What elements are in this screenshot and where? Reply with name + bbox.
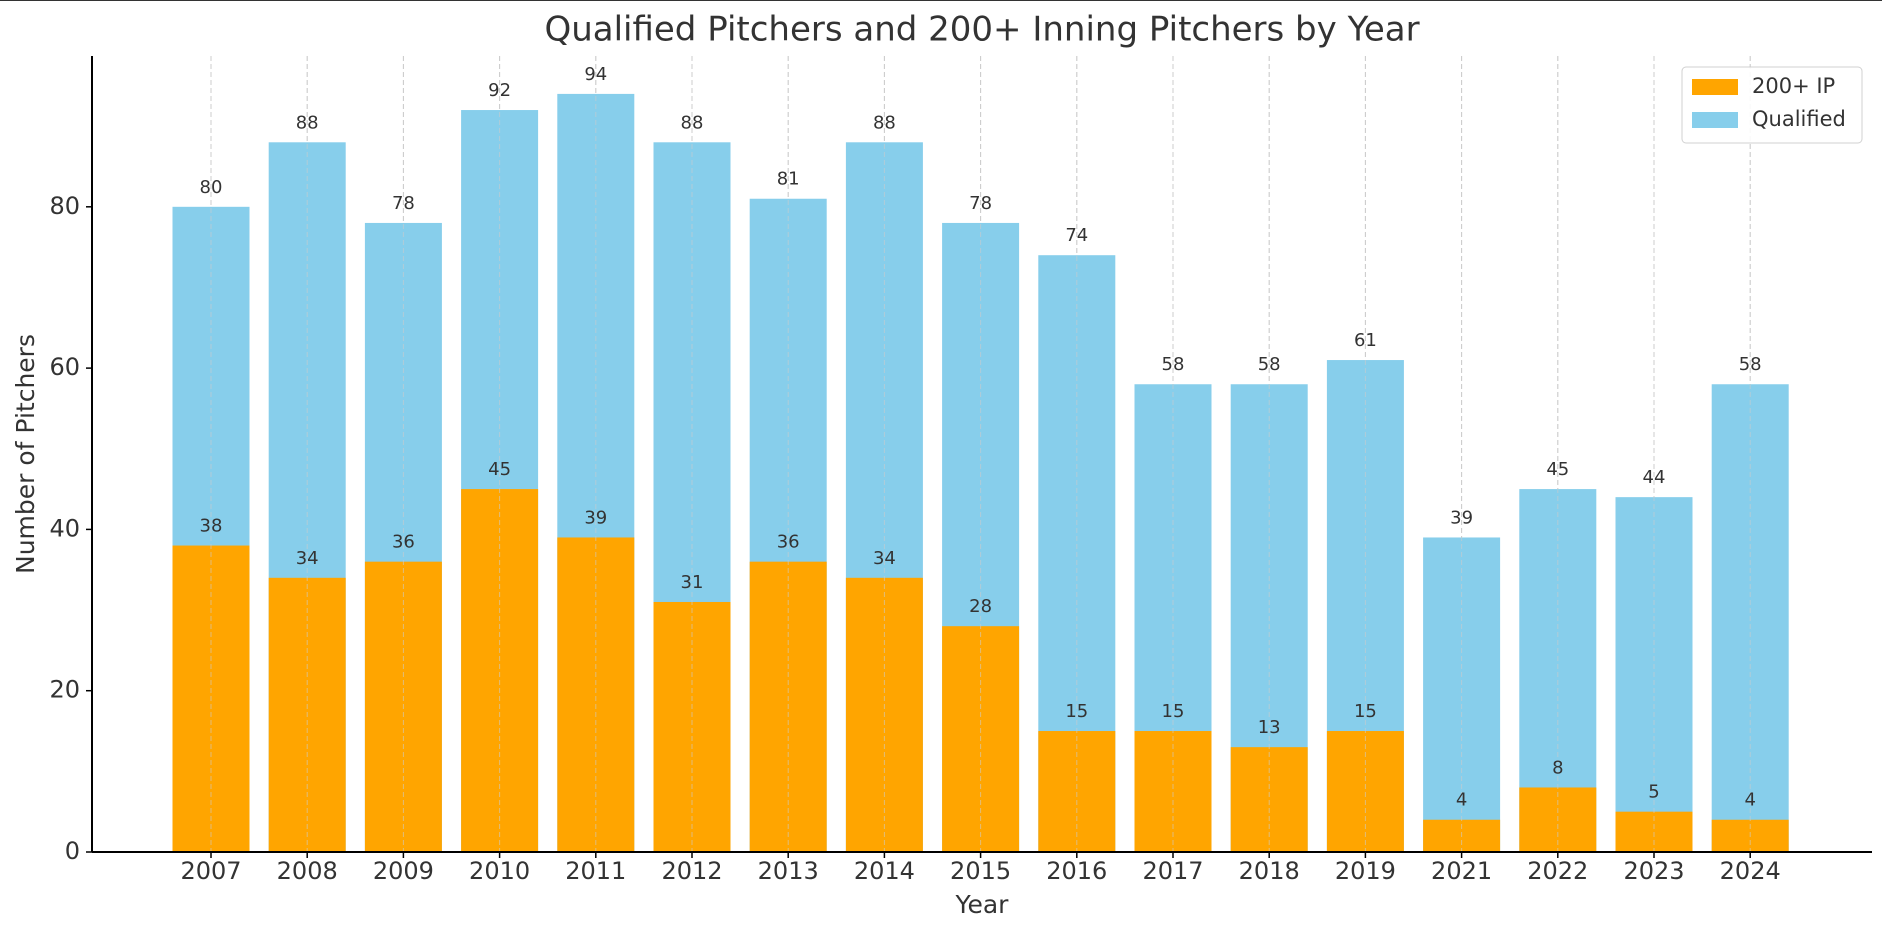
data-label: 88: [296, 112, 319, 133]
y-tick-label: 80: [49, 192, 80, 220]
data-label: 39: [584, 507, 607, 528]
y-tick-label: 40: [49, 514, 80, 542]
data-label: 4: [1744, 790, 1755, 811]
x-tick-label: 2024: [1720, 857, 1781, 885]
data-label: 36: [777, 532, 800, 553]
data-label: 78: [392, 193, 415, 214]
x-tick-label: 2022: [1527, 857, 1588, 885]
data-label: 94: [584, 64, 607, 85]
data-label: 15: [1354, 701, 1377, 722]
data-label: 15: [1065, 701, 1088, 722]
legend-swatch: [1692, 79, 1738, 95]
data-label: 38: [200, 516, 223, 537]
data-label: 36: [392, 532, 415, 553]
data-label: 45: [1546, 459, 1569, 480]
data-label: 39: [1450, 507, 1473, 528]
data-label: 31: [681, 572, 704, 593]
x-tick-label: 2008: [277, 857, 338, 885]
data-label: 92: [488, 80, 511, 101]
data-label: 58: [1258, 354, 1281, 375]
data-label: 78: [969, 193, 992, 214]
y-axis-label: Number of Pitchers: [11, 334, 40, 574]
data-label: 58: [1739, 354, 1762, 375]
bar: [1423, 537, 1501, 852]
data-label: 74: [1065, 225, 1088, 246]
data-label: 28: [969, 596, 992, 617]
x-axis-label: Year: [955, 890, 1010, 919]
bar: [1134, 731, 1212, 852]
x-tick-label: 2012: [661, 857, 722, 885]
data-label: 44: [1643, 467, 1666, 488]
data-label: 61: [1354, 330, 1377, 351]
bar: [1326, 731, 1404, 852]
bar: [557, 537, 635, 852]
data-label: 88: [681, 112, 704, 133]
chart-title: Qualified Pitchers and 200+ Inning Pitch…: [544, 10, 1419, 50]
data-label: 88: [873, 112, 896, 133]
legend-label: 200+ IP: [1752, 74, 1835, 98]
bar: [461, 489, 539, 852]
data-label: 13: [1258, 717, 1281, 738]
x-tick-label: 2011: [565, 857, 626, 885]
x-tick-label: 2023: [1623, 857, 1684, 885]
x-tick-label: 2016: [1046, 857, 1107, 885]
y-tick-label: 0: [65, 837, 80, 865]
y-tick-label: 20: [49, 676, 80, 704]
x-tick-label: 2018: [1239, 857, 1300, 885]
legend-label: Qualified: [1752, 107, 1846, 131]
x-tick-label: 2021: [1431, 857, 1492, 885]
x-tick-label: 2007: [180, 857, 241, 885]
data-label: 81: [777, 169, 800, 190]
data-label: 34: [873, 548, 896, 569]
x-tick-label: 2009: [373, 857, 434, 885]
x-tick-label: 2015: [950, 857, 1011, 885]
bar: [1038, 731, 1116, 852]
data-label: 8: [1552, 757, 1563, 778]
x-tick-label: 2014: [854, 857, 915, 885]
data-label: 45: [488, 459, 511, 480]
legend-swatch: [1692, 112, 1738, 128]
y-tick-label: 60: [49, 353, 80, 381]
x-tick-label: 2010: [469, 857, 530, 885]
data-label: 4: [1456, 790, 1467, 811]
x-tick-label: 2017: [1142, 857, 1203, 885]
data-label: 34: [296, 548, 319, 569]
data-label: 5: [1648, 782, 1659, 803]
x-tick-label: 2019: [1335, 857, 1396, 885]
data-label: 15: [1162, 701, 1185, 722]
data-label: 58: [1162, 354, 1185, 375]
bar: [653, 601, 731, 852]
x-tick-label: 2013: [758, 857, 819, 885]
data-label: 80: [200, 177, 223, 198]
